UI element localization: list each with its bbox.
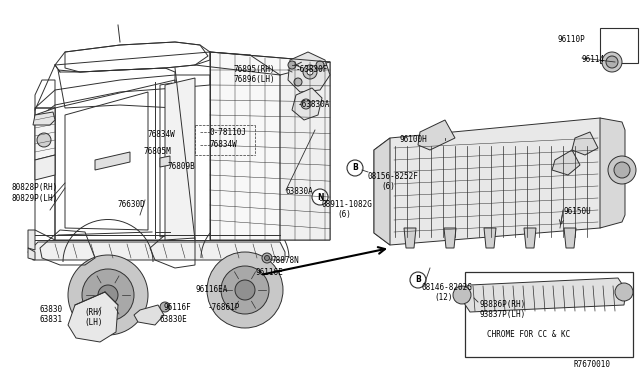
Polygon shape [280, 62, 330, 240]
Circle shape [608, 156, 636, 184]
Text: 93837P(LH): 93837P(LH) [480, 310, 526, 319]
Polygon shape [572, 132, 598, 155]
Circle shape [301, 99, 311, 109]
Text: B: B [415, 276, 421, 285]
Polygon shape [35, 108, 55, 160]
Text: 78878N: 78878N [272, 256, 300, 265]
Polygon shape [288, 52, 330, 92]
Polygon shape [68, 292, 118, 342]
Bar [465, 272, 633, 357]
Circle shape [98, 285, 118, 305]
Polygon shape [484, 228, 496, 248]
Text: 08156-8252F: 08156-8252F [368, 172, 419, 181]
Polygon shape [160, 156, 170, 167]
Polygon shape [374, 118, 620, 245]
Text: 76895(RH): 76895(RH) [234, 65, 276, 74]
Polygon shape [165, 78, 195, 240]
Text: CHROME FOR CC & KC: CHROME FOR CC & KC [487, 330, 570, 339]
Polygon shape [95, 152, 130, 170]
Circle shape [221, 266, 269, 314]
Polygon shape [28, 242, 285, 260]
Text: -63830A: -63830A [298, 100, 330, 109]
Circle shape [316, 61, 324, 69]
Polygon shape [28, 230, 35, 250]
Polygon shape [374, 138, 390, 245]
Circle shape [82, 269, 134, 321]
Text: 80829P(LH): 80829P(LH) [12, 194, 58, 203]
Polygon shape [564, 228, 576, 248]
Circle shape [606, 56, 618, 68]
Polygon shape [444, 228, 456, 248]
Text: 96100H: 96100H [400, 135, 428, 144]
Circle shape [37, 133, 51, 147]
Text: 96116EA: 96116EA [196, 285, 228, 294]
Text: N: N [317, 192, 323, 202]
Circle shape [312, 189, 328, 205]
Polygon shape [134, 305, 164, 325]
Text: -63830F: -63830F [296, 65, 328, 74]
Text: R7670010: R7670010 [574, 360, 611, 369]
Text: 76630D: 76630D [118, 200, 146, 209]
Text: 63830E: 63830E [160, 315, 188, 324]
Text: 96116F: 96116F [164, 303, 192, 312]
Text: (LH): (LH) [84, 318, 102, 327]
Circle shape [235, 280, 255, 300]
Text: B: B [352, 164, 358, 173]
Polygon shape [600, 118, 625, 228]
Circle shape [614, 162, 630, 178]
Text: 08146-8202G: 08146-8202G [422, 283, 473, 292]
Text: 76805M: 76805M [144, 147, 172, 156]
Circle shape [307, 69, 313, 75]
Polygon shape [28, 248, 35, 260]
Circle shape [262, 253, 272, 263]
Circle shape [453, 286, 471, 304]
Text: -76861P: -76861P [208, 303, 241, 312]
Text: 76834W: 76834W [148, 130, 176, 139]
Circle shape [347, 160, 363, 176]
Polygon shape [524, 228, 536, 248]
Bar [600, 28, 638, 63]
Polygon shape [210, 52, 330, 240]
Circle shape [602, 52, 622, 72]
Text: 76896(LH): 76896(LH) [234, 75, 276, 84]
Text: 96114: 96114 [582, 55, 605, 64]
Polygon shape [292, 88, 322, 120]
Polygon shape [552, 150, 580, 175]
Text: (6): (6) [337, 210, 351, 219]
Circle shape [207, 252, 283, 328]
Text: 93836P(RH): 93836P(RH) [480, 300, 526, 309]
Circle shape [68, 255, 148, 335]
Polygon shape [462, 278, 626, 312]
Text: 63831: 63831 [40, 315, 63, 324]
Polygon shape [404, 228, 416, 248]
Text: 76809B: 76809B [168, 162, 196, 171]
Text: 63830A: 63830A [286, 187, 314, 196]
Polygon shape [33, 112, 55, 125]
Text: 0-78110J: 0-78110J [210, 128, 247, 137]
Circle shape [288, 61, 296, 69]
Text: (RH): (RH) [84, 308, 102, 317]
Polygon shape [35, 155, 55, 180]
Text: 96150U: 96150U [564, 207, 592, 216]
Text: 08911-1082G: 08911-1082G [322, 200, 373, 209]
Text: 96116E: 96116E [256, 268, 284, 277]
Circle shape [615, 283, 633, 301]
Text: (6): (6) [381, 182, 395, 191]
Text: 76834W: 76834W [210, 140, 237, 149]
Circle shape [294, 78, 302, 86]
Circle shape [410, 272, 426, 288]
Text: (12): (12) [434, 293, 452, 302]
Circle shape [303, 65, 317, 79]
Text: 96110P: 96110P [558, 35, 586, 44]
Text: 80828P(RH): 80828P(RH) [12, 183, 58, 192]
Polygon shape [418, 120, 455, 150]
Text: 63830: 63830 [40, 305, 63, 314]
Circle shape [264, 256, 269, 260]
Circle shape [160, 302, 170, 312]
